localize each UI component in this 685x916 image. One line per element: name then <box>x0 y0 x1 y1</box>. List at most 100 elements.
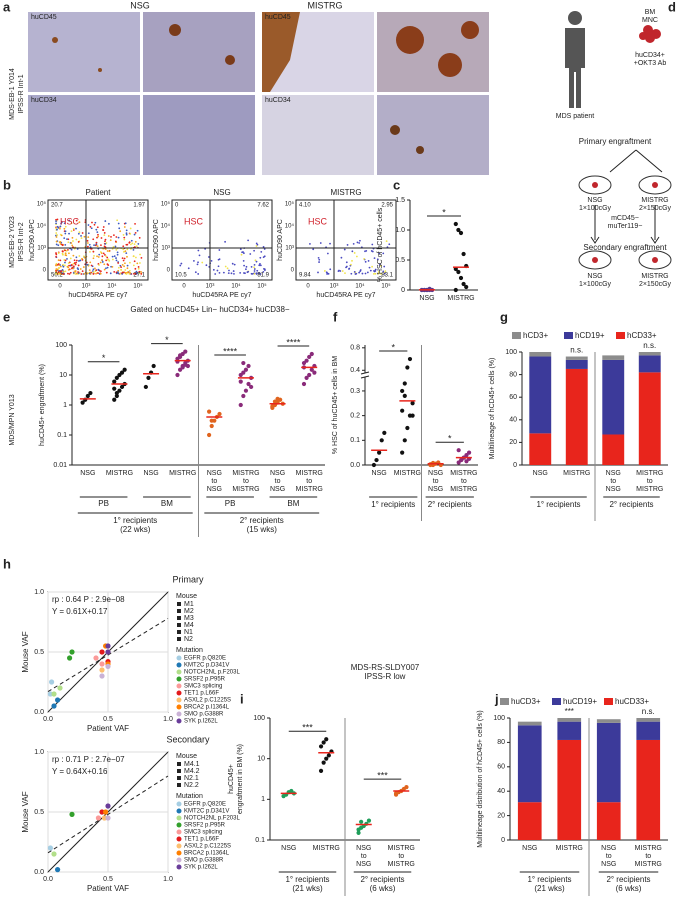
event-dot <box>253 273 256 275</box>
y-tick-label: 0 <box>401 287 405 294</box>
event-dot <box>71 244 74 247</box>
plot-title: Patient <box>86 188 112 197</box>
legend-label: M3 <box>184 615 194 622</box>
data-point <box>119 384 125 390</box>
legend-label: NOTCH2NL p.F203L <box>184 670 240 676</box>
panel-label: h <box>3 556 11 571</box>
data-point <box>209 423 214 429</box>
event-dot <box>222 271 225 274</box>
bar-segment <box>517 802 542 840</box>
group-label: (6 wks) <box>370 884 396 893</box>
x-tick-label: 0 <box>58 284 62 290</box>
event-dot <box>64 225 67 228</box>
event-dot <box>138 236 141 239</box>
event-dot <box>70 230 73 233</box>
event-dot <box>92 257 95 260</box>
event-dot <box>59 265 62 268</box>
group-label: (15 wks) <box>247 525 278 534</box>
data-point <box>183 349 188 354</box>
data-point <box>326 753 331 758</box>
event-dot <box>75 238 78 241</box>
data-point <box>114 375 119 381</box>
event-dot <box>129 272 132 274</box>
dose-label: 1×100cGy <box>579 281 612 288</box>
event-dot <box>372 273 375 275</box>
fit-line <box>47 617 169 693</box>
legend-marker <box>177 637 181 641</box>
x-tick-label: 10⁴ <box>231 283 241 290</box>
event-dot <box>63 222 66 225</box>
event-dot <box>93 223 96 226</box>
event-dot <box>138 270 141 273</box>
legend-label: huCD19+ <box>563 697 597 706</box>
plot-title: MISTRG <box>330 188 361 197</box>
event-dot <box>134 240 137 243</box>
data-point <box>119 370 125 375</box>
x-tick-label: NSG <box>80 470 95 477</box>
data-point <box>301 381 307 387</box>
event-dot <box>92 238 95 241</box>
quadrant-value: 50.2 <box>51 273 63 279</box>
event-dot <box>83 235 86 238</box>
x-tick-label: NSG <box>356 845 371 852</box>
y-tick-label: 0 <box>513 462 517 469</box>
significance-label: *** <box>377 770 388 780</box>
event-dot <box>95 241 98 244</box>
stat-label: Y = 0.61X+0.17 <box>52 607 108 616</box>
data-point <box>456 460 461 465</box>
y-tick-label: 10³ <box>285 246 294 252</box>
event-dot <box>117 266 120 269</box>
event-dot <box>263 255 266 258</box>
event-dot <box>97 233 99 236</box>
event-dot <box>134 256 137 259</box>
event-dot <box>124 262 126 265</box>
event-dot <box>69 257 72 260</box>
y-tick-label: 0.3 <box>350 388 360 395</box>
event-dot <box>121 257 124 259</box>
data-point <box>456 269 461 275</box>
event-dot <box>259 264 262 267</box>
data-point <box>105 663 111 670</box>
event-dot <box>371 250 374 253</box>
y-axis-label: huCD90 APC <box>29 219 36 261</box>
event-dot <box>245 268 247 271</box>
significance-label: * <box>448 434 452 444</box>
event-dot <box>55 272 58 274</box>
x-tick-label: MISTRG <box>556 845 583 852</box>
gate-label: HSC <box>308 216 328 226</box>
data-point <box>459 457 464 463</box>
event-dot <box>134 267 137 270</box>
data-point <box>275 396 280 401</box>
event-dot <box>101 259 103 261</box>
event-dot <box>383 272 386 275</box>
x-axis-label: Patient VAF <box>87 884 129 893</box>
y-axis-label: Mouse VAF <box>21 631 30 672</box>
dose-label: 2×150cGy <box>639 205 672 212</box>
event-dot <box>102 252 105 255</box>
event-dot <box>128 241 131 244</box>
legend-marker <box>176 704 182 710</box>
data-point <box>99 661 105 667</box>
data-point <box>103 809 109 815</box>
event-dot <box>250 265 253 268</box>
event-dot <box>72 265 75 268</box>
significance-label: * <box>391 342 395 352</box>
event-dot <box>92 268 95 271</box>
plot-frame <box>171 199 273 281</box>
significance-label: **** <box>223 346 238 356</box>
event-dot <box>90 264 93 267</box>
event-dot <box>95 228 98 231</box>
event-dot <box>87 272 89 275</box>
event-dot <box>116 219 119 222</box>
chart-title: MDS-RS-SLDY007 <box>351 663 420 672</box>
event-dot <box>343 248 346 251</box>
transfer-label: mCD45− <box>611 215 639 222</box>
x-tick-label: MISTRG <box>169 470 196 477</box>
x-tick-label: MISTRG <box>635 861 662 868</box>
x-tick-label: 10⁴ <box>355 283 365 290</box>
bar-segment <box>557 718 582 722</box>
event-dot <box>64 243 67 246</box>
event-dot <box>55 270 58 272</box>
legend-marker <box>177 769 181 773</box>
y-tick-label: 0.2 <box>350 412 360 419</box>
